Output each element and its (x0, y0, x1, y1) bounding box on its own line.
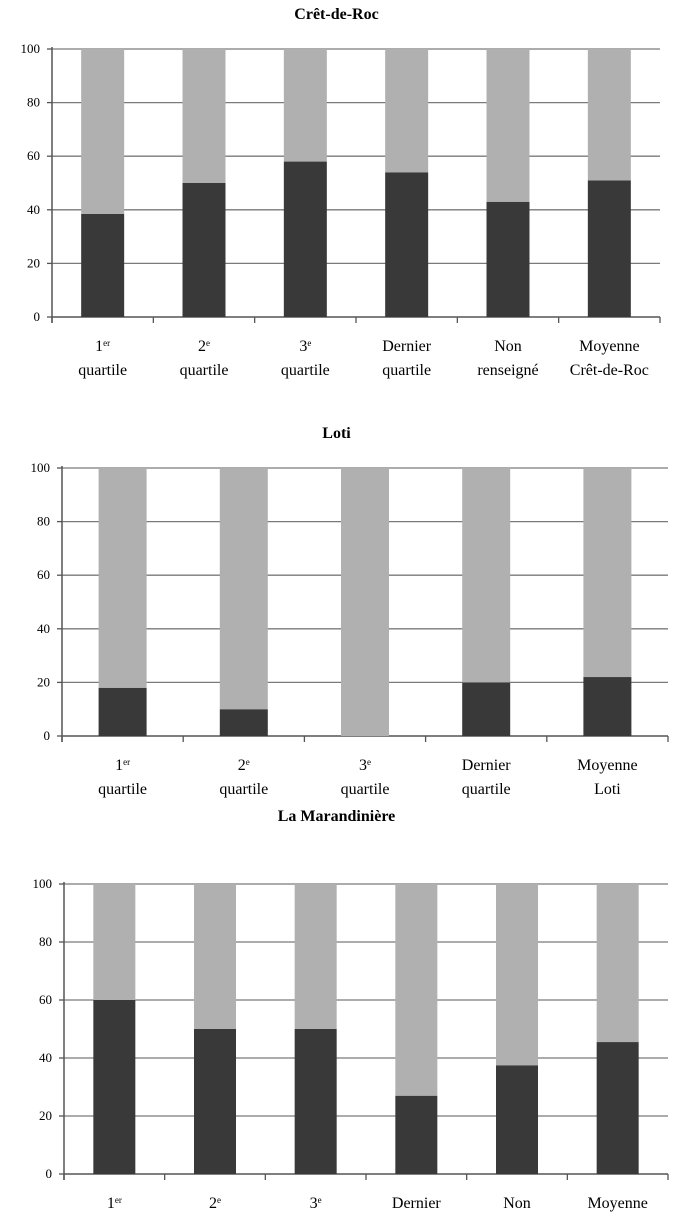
x-tick-label: 3e (299, 338, 311, 355)
x-tick-label: 2e (198, 338, 210, 355)
x-tick-label: quartile (382, 362, 431, 379)
x-tick-label: Non (494, 338, 522, 355)
bar-segment (462, 682, 511, 736)
bar-segment (294, 1029, 337, 1174)
y-tick-label: 80 (39, 934, 52, 949)
bar-segment (81, 49, 125, 214)
bar-segment (283, 161, 327, 317)
bar-segment (587, 180, 631, 317)
x-tick-label: renseigné (477, 362, 538, 379)
x-tick-label: 3e (359, 757, 371, 774)
y-tick-label: 60 (39, 992, 52, 1007)
x-tick-label: quartile (78, 362, 127, 379)
y-tick-label: 20 (27, 255, 40, 270)
y-tick-label: 80 (27, 95, 40, 110)
bar-segment (395, 884, 438, 1096)
x-tick-label: 1er (115, 757, 130, 774)
bar-segment (194, 1029, 236, 1174)
bar-segment (496, 1065, 538, 1174)
bar-segment (341, 468, 389, 736)
y-tick-label: 40 (37, 621, 50, 636)
bar-segment (93, 1000, 136, 1174)
x-tick-label: 1er (95, 338, 110, 355)
x-tick-label: 2e (209, 1195, 221, 1212)
chart-title: Loti (322, 425, 351, 442)
bar-segment (486, 201, 530, 317)
y-tick-label: 40 (39, 1050, 52, 1065)
bar-segment (385, 49, 429, 173)
x-tick-label: 3e (310, 1195, 322, 1212)
bar-segment (395, 1095, 438, 1174)
bar-segment (93, 884, 136, 1000)
y-tick-label: 20 (39, 1108, 52, 1123)
chart-title: Crêt-de-Roc (294, 6, 379, 23)
y-tick-label: 60 (27, 148, 40, 163)
x-tick-label: Crêt-de-Roc (570, 362, 649, 379)
bar-segment (182, 183, 226, 317)
chart-plot: 0204060801001erquartile2equartile3equart… (33, 876, 669, 1212)
y-tick-label: 100 (33, 876, 53, 891)
x-tick-label: quartile (219, 781, 268, 798)
x-tick-label: quartile (462, 781, 511, 798)
bar-segment (583, 468, 632, 678)
y-tick-label: 80 (37, 514, 50, 529)
y-tick-label: 60 (37, 567, 50, 582)
bar-segment (294, 884, 337, 1029)
bar-segment (587, 49, 631, 181)
y-tick-label: 0 (44, 728, 51, 743)
x-tick-label: quartile (281, 362, 330, 379)
x-tick-label: quartile (341, 781, 390, 798)
chart-plot: 0 20 40 60 80 100 1er quartile 2e quartile 3e quart… (21, 41, 661, 379)
bar-segment (486, 49, 530, 202)
x-tick-label: Moyenne (577, 757, 637, 774)
bar-segment (98, 687, 147, 736)
bar-segment (219, 468, 268, 710)
bar-segment (182, 49, 226, 183)
bar-segment (496, 884, 538, 1066)
y-tick-label: 0 (34, 309, 41, 324)
x-tick-label: Non (503, 1195, 531, 1212)
bar-segment (81, 213, 125, 317)
y-tick-label: 0 (46, 1166, 53, 1181)
y-tick-label: 100 (31, 460, 51, 475)
bar-segment (194, 884, 236, 1029)
x-tick-label: Loti (594, 781, 621, 798)
x-tick-label: Moyenne (579, 338, 639, 355)
bar-segment (583, 677, 632, 736)
bar-segment (596, 884, 639, 1043)
chart-la-marandiniere: La Marandinière 0204060801001erquartile2… (0, 808, 673, 1213)
x-tick-label: 2e (238, 757, 250, 774)
chart-cret-de-roc: Crêt-de-Roc 0 20 40 60 80 100 1er quartile 2e qua… (0, 6, 673, 401)
chart-plot: 0 20 40 60 80 100 1er quartile 2e quartile 3e quart… (31, 460, 669, 798)
bar-segment (283, 49, 327, 162)
x-tick-label: Dernier (462, 757, 512, 774)
chart-title: La Marandinière (277, 808, 396, 825)
bar-segment (462, 468, 511, 683)
bar-segment (596, 1042, 639, 1174)
x-tick-label: Moyenne (587, 1195, 647, 1212)
y-tick-label: 20 (37, 674, 50, 689)
chart-loti: Loti 0 20 40 60 80 100 1er quartile 2e quartile 3e… (0, 425, 673, 805)
bar-segment (219, 709, 268, 736)
bar-segment (98, 468, 147, 688)
x-tick-label: quartile (180, 362, 229, 379)
x-tick-label: 1er (107, 1195, 122, 1212)
bar-segment (385, 172, 429, 317)
y-tick-label: 40 (27, 202, 40, 217)
x-tick-label: Dernier (382, 338, 432, 355)
x-tick-label: Dernier (392, 1195, 442, 1212)
y-tick-label: 100 (21, 41, 41, 56)
x-tick-label: quartile (98, 781, 147, 798)
